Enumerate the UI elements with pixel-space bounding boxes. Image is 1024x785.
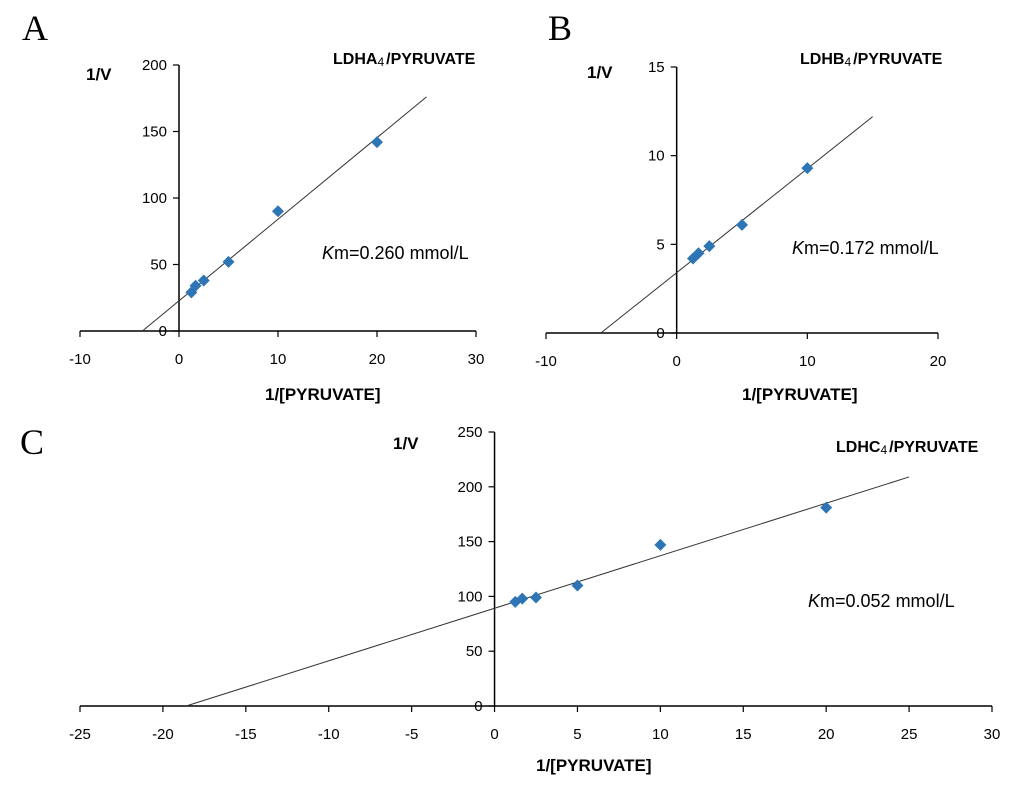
panel-letter-b: B <box>548 8 572 48</box>
chart-panel-b: B -10 0 10 20 0 5 10 15 LDHB4/PYRUVATE 1/V 1/[PYRUV… <box>535 8 946 404</box>
km-annotation-b: Km=0.172 mmol/L <box>792 238 939 258</box>
y-axis-label-c: 1/V <box>393 434 419 453</box>
x-tick-label-b: 20 <box>930 353 947 370</box>
chart-title-a: LDHA4/PYRUVATE <box>333 51 476 69</box>
data-point-b <box>692 247 705 260</box>
y-tick-label-c: 150 <box>458 534 483 551</box>
y-tick-label-a: 100 <box>142 190 167 207</box>
y-tick-label-a: 50 <box>150 257 167 274</box>
y-tick-label-b: 5 <box>656 236 664 253</box>
x-tick-label-a: 20 <box>369 351 386 368</box>
data-point-a <box>272 205 284 218</box>
x-tick-label-c: -20 <box>152 726 174 743</box>
y-axis-label-a: 1/V <box>86 65 112 84</box>
data-point-b <box>801 162 814 175</box>
x-tick-label-a: -10 <box>69 351 91 368</box>
y-tick-label-c: 100 <box>458 588 483 605</box>
y-tick-label-b: 10 <box>648 148 665 165</box>
x-tick-label-a: 10 <box>270 351 287 368</box>
data-point-c <box>571 579 584 592</box>
panel-letter-a: A <box>22 8 48 48</box>
x-tick-label-c: 10 <box>652 726 669 743</box>
x-tick-label-c: 25 <box>901 726 918 743</box>
data-point-b <box>703 240 716 253</box>
x-axis-label-c: 1/[PYRUVATE] <box>536 756 652 775</box>
fit-line-c <box>185 476 910 707</box>
data-point-c <box>654 538 667 551</box>
x-tick-label-b: -10 <box>535 353 557 370</box>
fit-line-a <box>142 96 427 332</box>
data-point-a <box>197 274 210 287</box>
data-point-b <box>736 218 748 231</box>
x-tick-label-c: -10 <box>318 726 340 743</box>
x-tick-label-c: -5 <box>405 726 418 743</box>
data-point-c <box>820 501 833 514</box>
x-tick-label-c: 15 <box>735 726 752 743</box>
x-tick-label-b: 10 <box>799 353 816 370</box>
data-point-c <box>516 592 529 605</box>
y-tick-label-c: 50 <box>466 643 483 660</box>
x-tick-label-c: 5 <box>573 726 581 743</box>
x-axis-label-b: 1/[PYRUVATE] <box>742 385 858 404</box>
y-tick-label-c: 250 <box>458 424 483 441</box>
y-tick-label-b: 15 <box>648 59 665 76</box>
y-tick-label-a: 200 <box>142 57 167 74</box>
y-tick-label-c: 0 <box>474 698 482 715</box>
x-tick-label-c: 0 <box>490 726 498 743</box>
x-tick-label-a: 30 <box>468 351 485 368</box>
x-tick-label-b: 0 <box>672 353 680 370</box>
chart-title-b: LDHB4/PYRUVATE <box>800 51 943 69</box>
x-tick-label-c: 30 <box>984 726 1001 743</box>
x-tick-label-c: -15 <box>235 726 257 743</box>
km-annotation-a: Km=0.260 mmol/L <box>322 243 469 263</box>
y-axis-label-b: 1/V <box>587 63 613 82</box>
data-point-a <box>222 255 235 268</box>
chart-panel-c: C -25 -20 -15 -10 -5 0 5 10 15 20 25 30 0 50 100 150 200 2… <box>20 422 1000 775</box>
x-tick-label-c: -25 <box>69 726 91 743</box>
y-tick-label-b: 0 <box>656 325 664 342</box>
y-tick-label-c: 200 <box>458 479 483 496</box>
x-tick-label-a: 0 <box>175 351 183 368</box>
data-point-a <box>189 279 202 292</box>
data-point-a <box>371 136 383 149</box>
chart-title-c: LDHC4/PYRUVATE <box>836 439 979 457</box>
panel-letter-c: C <box>20 422 44 462</box>
x-tick-label-c: 20 <box>818 726 835 743</box>
data-point-c <box>530 591 542 604</box>
x-axis-label-a: 1/[PYRUVATE] <box>265 385 381 404</box>
chart-panel-a: A -10 0 10 20 30 0 50 100 150 200 LDHA4/PYRUVATE 1/V… <box>22 8 484 404</box>
km-annotation-c: Km=0.052 mmol/L <box>808 591 955 611</box>
y-tick-label-a: 0 <box>159 323 167 340</box>
y-tick-label-a: 150 <box>142 124 167 141</box>
